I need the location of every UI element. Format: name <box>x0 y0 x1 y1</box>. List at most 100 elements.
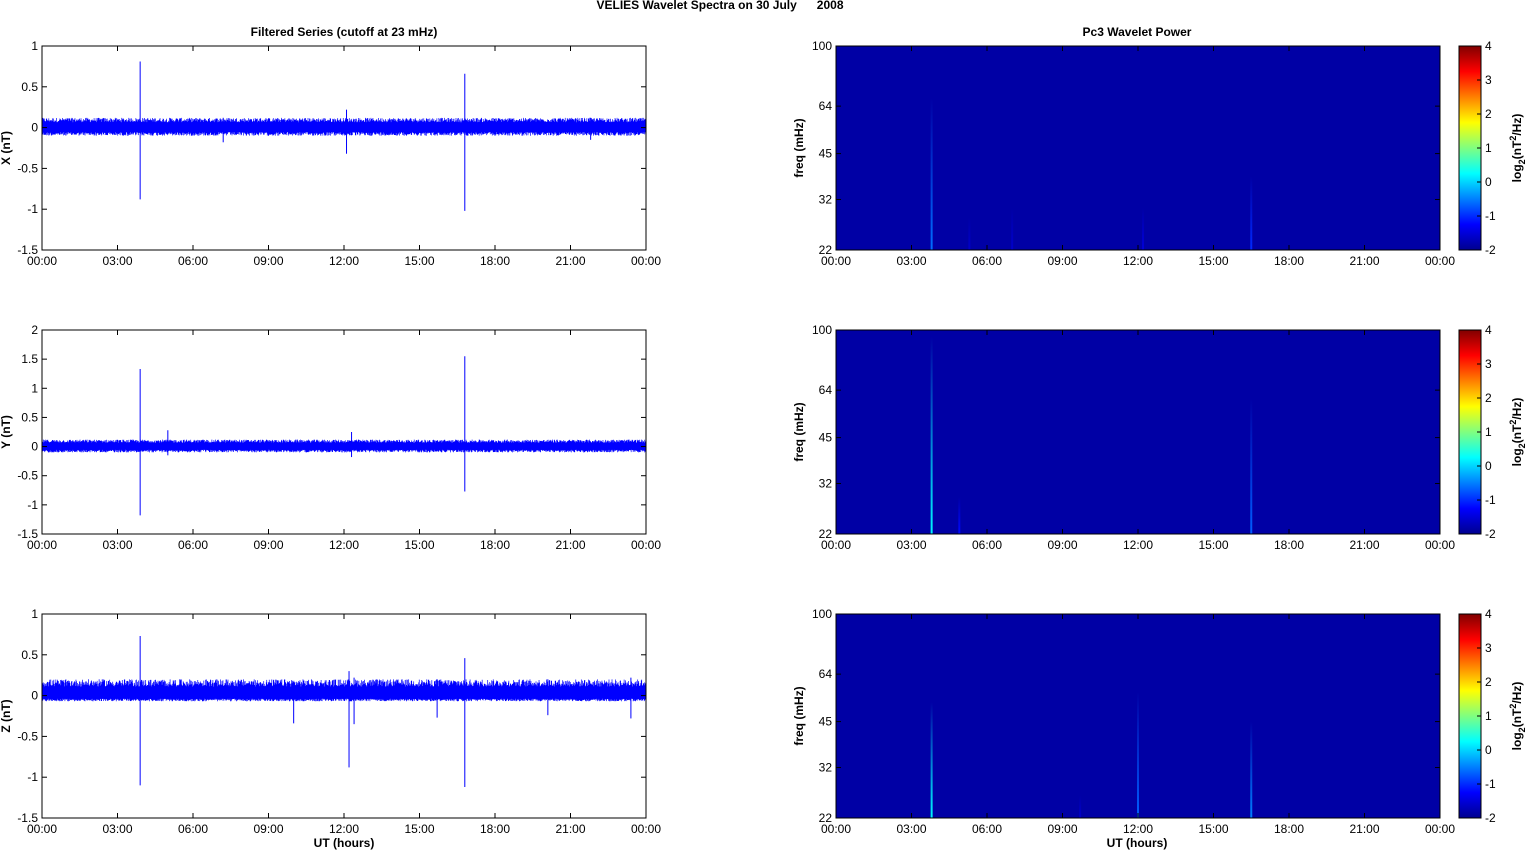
ylabel: freq (mHz) <box>792 118 806 177</box>
ytick-label: 2 <box>31 323 38 337</box>
ts-xtick-label: 12:00 <box>329 822 359 836</box>
ytick-label: -1.5 <box>17 243 38 257</box>
wv-xtick-label: 00:00 <box>1425 538 1455 552</box>
right-xlabel: UT (hours) <box>1107 836 1168 850</box>
ytick-label: -1 <box>27 770 38 784</box>
heatmap-streak <box>1137 692 1139 818</box>
ytick-label: 32 <box>819 477 833 491</box>
ytick-label: 64 <box>819 667 833 681</box>
ts-xtick-label: 06:00 <box>178 254 208 268</box>
ytick-label: 64 <box>819 383 833 397</box>
right-column-title: Pc3 Wavelet Power <box>1083 25 1192 39</box>
colorbar-tick-label: -2 <box>1485 811 1496 825</box>
heatmap-streak <box>1011 208 1014 250</box>
wv-xtick-label: 21:00 <box>1349 254 1379 268</box>
ytick-label: 100 <box>812 607 832 621</box>
ytick-label: 32 <box>819 193 833 207</box>
ytick-label: 0 <box>31 689 38 703</box>
colorbar-tick-label: 0 <box>1485 459 1492 473</box>
ytick-label: 0 <box>31 440 38 454</box>
heatmap-streak <box>1079 795 1082 818</box>
ts-xtick-label: 00:00 <box>631 538 661 552</box>
heatmap-streak <box>930 702 933 818</box>
wv-xtick-label: 18:00 <box>1274 538 1304 552</box>
plot-area <box>42 614 646 818</box>
ytick-label: 22 <box>819 811 833 825</box>
wv-xtick-label: 09:00 <box>1047 254 1077 268</box>
ytick-label: 45 <box>819 431 833 445</box>
ytick-label: 64 <box>819 99 833 113</box>
wv-xtick-label: 15:00 <box>1198 254 1228 268</box>
colorbar-tick-label: 1 <box>1485 709 1492 723</box>
ytick-label: -1.5 <box>17 811 38 825</box>
ts-xtick-label: 15:00 <box>404 538 434 552</box>
colorbar-tick-label: 3 <box>1485 357 1492 371</box>
wv-xtick-label: 15:00 <box>1198 538 1228 552</box>
ytick-label: 0 <box>31 121 38 135</box>
ts-xtick-label: 06:00 <box>178 822 208 836</box>
timeseries-panel-1: 10.50-0.5-1-1.500:00 03:00 06:00 09:00 12:00… <box>0 39 661 268</box>
ts-xtick-label: 18:00 <box>480 822 510 836</box>
wv-xtick-label: 15:00 <box>1198 822 1228 836</box>
ts-xtick-label: 15:00 <box>404 254 434 268</box>
heatmap-streak <box>1142 208 1145 250</box>
plot-area <box>42 330 646 534</box>
ytick-label: 0.5 <box>21 410 38 424</box>
ylabel: Z (nT) <box>0 699 13 732</box>
ylabel: X (nT) <box>0 131 13 165</box>
colorbar-tick-label: 4 <box>1485 323 1492 337</box>
ts-xtick-label: 18:00 <box>480 254 510 268</box>
left-xlabel: UT (hours) <box>314 836 375 850</box>
colorbar-tick-label: 3 <box>1485 73 1492 87</box>
heatmap-streak <box>930 97 933 250</box>
colorbar-label: log2(nT2/Hz) <box>1508 682 1526 751</box>
colorbar-tick-label: -2 <box>1485 527 1496 541</box>
heatmap-streak <box>930 336 933 534</box>
heatmap-streak <box>1250 398 1253 534</box>
ts-xtick-label: 15:00 <box>404 822 434 836</box>
ytick-label: 1 <box>31 607 38 621</box>
ts-xtick-label: 09:00 <box>253 254 283 268</box>
wv-xtick-label: 12:00 <box>1123 538 1153 552</box>
ts-xtick-label: 06:00 <box>178 538 208 552</box>
colorbar-tick-label: -1 <box>1485 209 1496 223</box>
ytick-label: 1 <box>31 381 38 395</box>
ytick-label: 1.5 <box>21 352 38 366</box>
heatmap-streak <box>958 496 961 534</box>
ylabel: freq (mHz) <box>792 686 806 745</box>
wv-xtick-label: 03:00 <box>896 822 926 836</box>
ytick-label: -0.5 <box>17 469 38 483</box>
ytick-label: 1 <box>31 39 38 53</box>
wv-xtick-label: 00:00 <box>821 538 851 552</box>
colorbar-tick-label: 2 <box>1485 391 1492 405</box>
wv-xtick-label: 00:00 <box>821 254 851 268</box>
colorbar-tick-label: -1 <box>1485 493 1496 507</box>
heatmap-background <box>836 330 1440 534</box>
colorbar-label: log2(nT2/Hz) <box>1508 114 1526 183</box>
ts-xtick-label: 00:00 <box>27 254 57 268</box>
colorbar-tick-label: 1 <box>1485 141 1492 155</box>
wv-xtick-label: 06:00 <box>972 538 1002 552</box>
ts-xtick-label: 21:00 <box>555 254 585 268</box>
wv-xtick-label: 12:00 <box>1123 254 1153 268</box>
ts-xtick-label: 12:00 <box>329 538 359 552</box>
ytick-label: -0.5 <box>17 729 38 743</box>
ytick-label: -0.5 <box>17 161 38 175</box>
heatmap-streak <box>968 217 971 250</box>
ytick-label: 100 <box>812 39 832 53</box>
wv-xtick-label: 18:00 <box>1274 822 1304 836</box>
heatmap-streak <box>1250 721 1253 818</box>
ts-xtick-label: 00:00 <box>631 822 661 836</box>
wv-xtick-label: 00:00 <box>821 822 851 836</box>
wv-xtick-label: 09:00 <box>1047 822 1077 836</box>
wv-xtick-label: 18:00 <box>1274 254 1304 268</box>
colorbar-tick-label: -2 <box>1485 243 1496 257</box>
wv-xtick-label: 03:00 <box>896 254 926 268</box>
timeseries-panel-2: 21.510.50-0.5-1-1.500:00 03:00 06:00 09:00 1… <box>0 323 661 552</box>
ts-xtick-label: 18:00 <box>480 538 510 552</box>
wv-xtick-label: 21:00 <box>1349 822 1379 836</box>
wv-xtick-label: 12:00 <box>1123 822 1153 836</box>
